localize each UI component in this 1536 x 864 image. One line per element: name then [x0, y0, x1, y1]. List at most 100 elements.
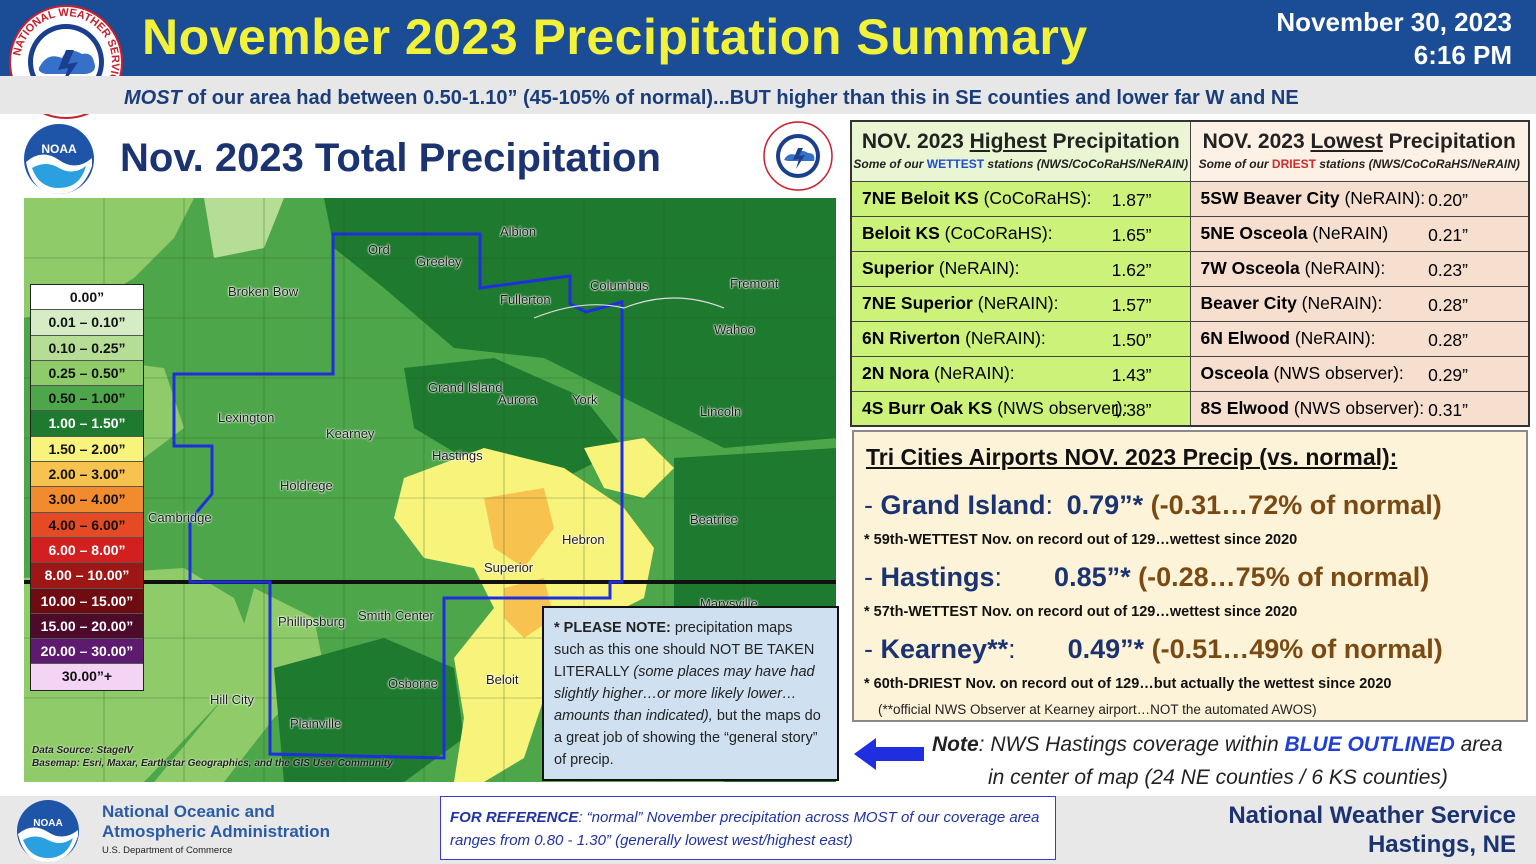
legend-entry: 0.25 – 0.50”: [31, 360, 143, 387]
nws-office: National Weather Service Hastings, NE: [1228, 801, 1516, 859]
high-title-pre: NOV. 2023: [861, 130, 970, 154]
legend-entry: 4.00 – 6.00”: [31, 512, 143, 538]
station-source: (NeRAIN):: [1339, 188, 1426, 208]
legend-entry: 20.00 – 30.00”: [31, 639, 143, 665]
station-source: (NeRAIN):: [972, 293, 1059, 313]
tri-city-line: - Grand Island: 0.79”* (-0.31…72% of nor…: [864, 490, 1442, 521]
precip-legend: 0.00” 0.01 – 0.10” 0.10 – 0.25” 0.25 – 0.50…: [30, 284, 144, 691]
lowest-cell: 7W Osceola (NeRAIN): 0.23”: [1189, 250, 1530, 287]
station-name: 7NE Superior: [862, 293, 973, 313]
noaa-footer-logo-text: NOAA: [33, 818, 62, 829]
high-title-post: Precipitation: [1046, 130, 1180, 154]
datetime: November 30, 2023 6:16 PM: [1276, 6, 1512, 72]
coverage-text1: : NWS Hastings coverage within: [978, 733, 1285, 756]
city-name: Grand Island: [880, 490, 1046, 520]
noaa-logo-text: NOAA: [41, 142, 77, 156]
highest-cell: 6N Riverton (NeRAIN): 1.50”: [850, 320, 1191, 357]
tri-city-line: - Hastings: 0.85”* (-0.28…75% of normal): [864, 562, 1429, 593]
noaa-logo: NOAA: [24, 124, 94, 194]
data-source: Data Source: StageIV Basemap: Esri, Maxa…: [32, 744, 393, 770]
precip-table-body: 7NE Beloit KS (CoCoRaHS): 1.87” 5SW Beaver…: [850, 180, 1530, 427]
table-row: 7NE Beloit KS (CoCoRaHS): 1.87” 5SW Beaver…: [850, 180, 1530, 217]
precip-value: 0.29”: [1428, 364, 1468, 385]
highest-cell: 7NE Beloit KS (CoCoRaHS): 1.87”: [850, 180, 1191, 217]
legend-entry: 10.00 – 15.00”: [31, 588, 143, 614]
city-amount: 0.79”*: [1066, 490, 1144, 520]
low-sub-key: DRIEST: [1271, 157, 1316, 172]
precip-value: 1.57”: [1111, 294, 1152, 315]
data-source-line2: Basemap: Esri, Maxar, Earthstar Geograph…: [32, 758, 393, 769]
noaa-dept: U.S. Department of Commerce: [102, 845, 233, 856]
highest-header: NOV. 2023 Highest Precipitation Some of …: [850, 120, 1191, 182]
place-label: Lincoln: [700, 404, 742, 419]
low-title-post: Precipitation: [1382, 130, 1516, 154]
precip-value: 0.31”: [1428, 399, 1468, 420]
station-source: (NWS observer):: [1268, 363, 1404, 383]
tri-city-note: * 60th-DRIEST Nov. on record out of 129……: [864, 676, 1392, 692]
low-title-pre: NOV. 2023: [1202, 130, 1311, 154]
legend-entry: 0.50 – 1.00”: [31, 386, 143, 412]
city-amount: 0.85”*: [1054, 562, 1131, 592]
time-text: 6:16 PM: [1413, 40, 1512, 70]
tri-title-colon: :: [1389, 444, 1398, 470]
city-name: Kearney**: [880, 634, 1009, 664]
map-title: Nov. 2023 Total Precipitation: [120, 136, 661, 180]
nws-office-line1: National Weather Service: [1228, 802, 1516, 829]
highest-cell: Beloit KS (CoCoRaHS): 1.65”: [850, 215, 1191, 252]
city-departure: (-0.51…49% of normal): [1151, 634, 1443, 664]
station-name: 6N Riverton: [862, 328, 961, 348]
place-label: Ord: [368, 242, 390, 257]
station-name: Superior: [862, 258, 934, 278]
data-source-line1: Data Source: StageIV: [32, 745, 134, 756]
lowest-cell: 5NE Osceola (NeRAIN) 0.21”: [1189, 215, 1530, 252]
legend-entry: 0.00”: [31, 285, 143, 311]
place-label: Greeley: [416, 254, 462, 269]
precip-value: 1.50”: [1111, 329, 1152, 350]
kearney-footnote: (**official NWS Observer at Kearney airp…: [878, 702, 1317, 717]
place-label: York: [572, 392, 598, 407]
tri-city-line: - Kearney**: 0.49”* (-0.51…49% of normal): [864, 634, 1443, 665]
precip-value: 0.20”: [1428, 189, 1468, 210]
tri-city-note: * 59th-WETTEST Nov. on record out of 129…: [864, 532, 1298, 548]
place-label: Hastings: [432, 448, 483, 463]
low-sub-pre: Some of our: [1198, 157, 1272, 172]
legend-entry: 1.00 – 1.50”: [31, 411, 143, 437]
place-label: Plainville: [290, 716, 342, 731]
lowest-cell: 6N Elwood (NeRAIN): 0.28”: [1189, 320, 1530, 357]
city-departure: (-0.31…72% of normal): [1150, 490, 1442, 520]
legend-entry: 6.00 – 8.00”: [31, 537, 143, 564]
place-label: Hill City: [210, 692, 255, 707]
place-label: Wahoo: [714, 322, 755, 337]
subtitle: MOST of our area had between 0.50-1.10” …: [124, 87, 1299, 110]
station-source: (NeRAIN):: [1299, 258, 1386, 278]
precip-value: 0.28”: [1428, 329, 1468, 350]
reference-box: FOR REFERENCE: “normal” November precipi…: [440, 796, 1056, 860]
date-text: November 30, 2023: [1276, 7, 1512, 37]
station-name: 8S Elwood: [1200, 397, 1289, 418]
nws-small-logo: [763, 121, 833, 191]
dash: -: [864, 490, 881, 520]
station-name: 4S Burr Oak KS: [862, 397, 993, 418]
ref-text: : “normal” November precipitation across…: [450, 809, 1040, 849]
tri-title-text: Tri Cities Airports NOV. 2023 Precip (vs…: [866, 444, 1390, 470]
station-name: Beaver City: [1200, 293, 1297, 313]
table-row: 4S Burr Oak KS (NWS observer): 1.38” 8S El…: [850, 390, 1530, 427]
city-name: Hastings: [880, 562, 995, 592]
precip-value: 0.23”: [1428, 259, 1468, 280]
station-name: 5NE Osceola: [1200, 223, 1308, 243]
coverage-text2: area: [1454, 733, 1503, 756]
note-text2: but the maps do a great job of showing t…: [554, 708, 821, 768]
table-row: Superior (NeRAIN): 1.62” 7W Osceola (NeRAI…: [850, 250, 1530, 287]
ref-label: FOR REFERENCE: [450, 809, 579, 826]
precip-table: NOV. 2023 Highest Precipitation Some of …: [850, 120, 1530, 427]
place-label: Holdrege: [280, 478, 333, 493]
station-source: (NeRAIN):: [929, 363, 1015, 383]
coverage-note-label: Note: [932, 733, 979, 756]
legend-entry: 0.01 – 0.10”: [31, 310, 143, 336]
station-name: 7W Osceola: [1200, 258, 1300, 278]
place-label: Cambridge: [148, 510, 212, 525]
high-sub-key: WETTEST: [926, 157, 985, 172]
station-name: 7NE Beloit KS: [862, 188, 979, 208]
coverage-note: Note: NWS Hastings coverage within BLUE …: [932, 733, 1503, 757]
table-row: 7NE Superior (NeRAIN): 1.57” Beaver City (…: [850, 285, 1530, 322]
